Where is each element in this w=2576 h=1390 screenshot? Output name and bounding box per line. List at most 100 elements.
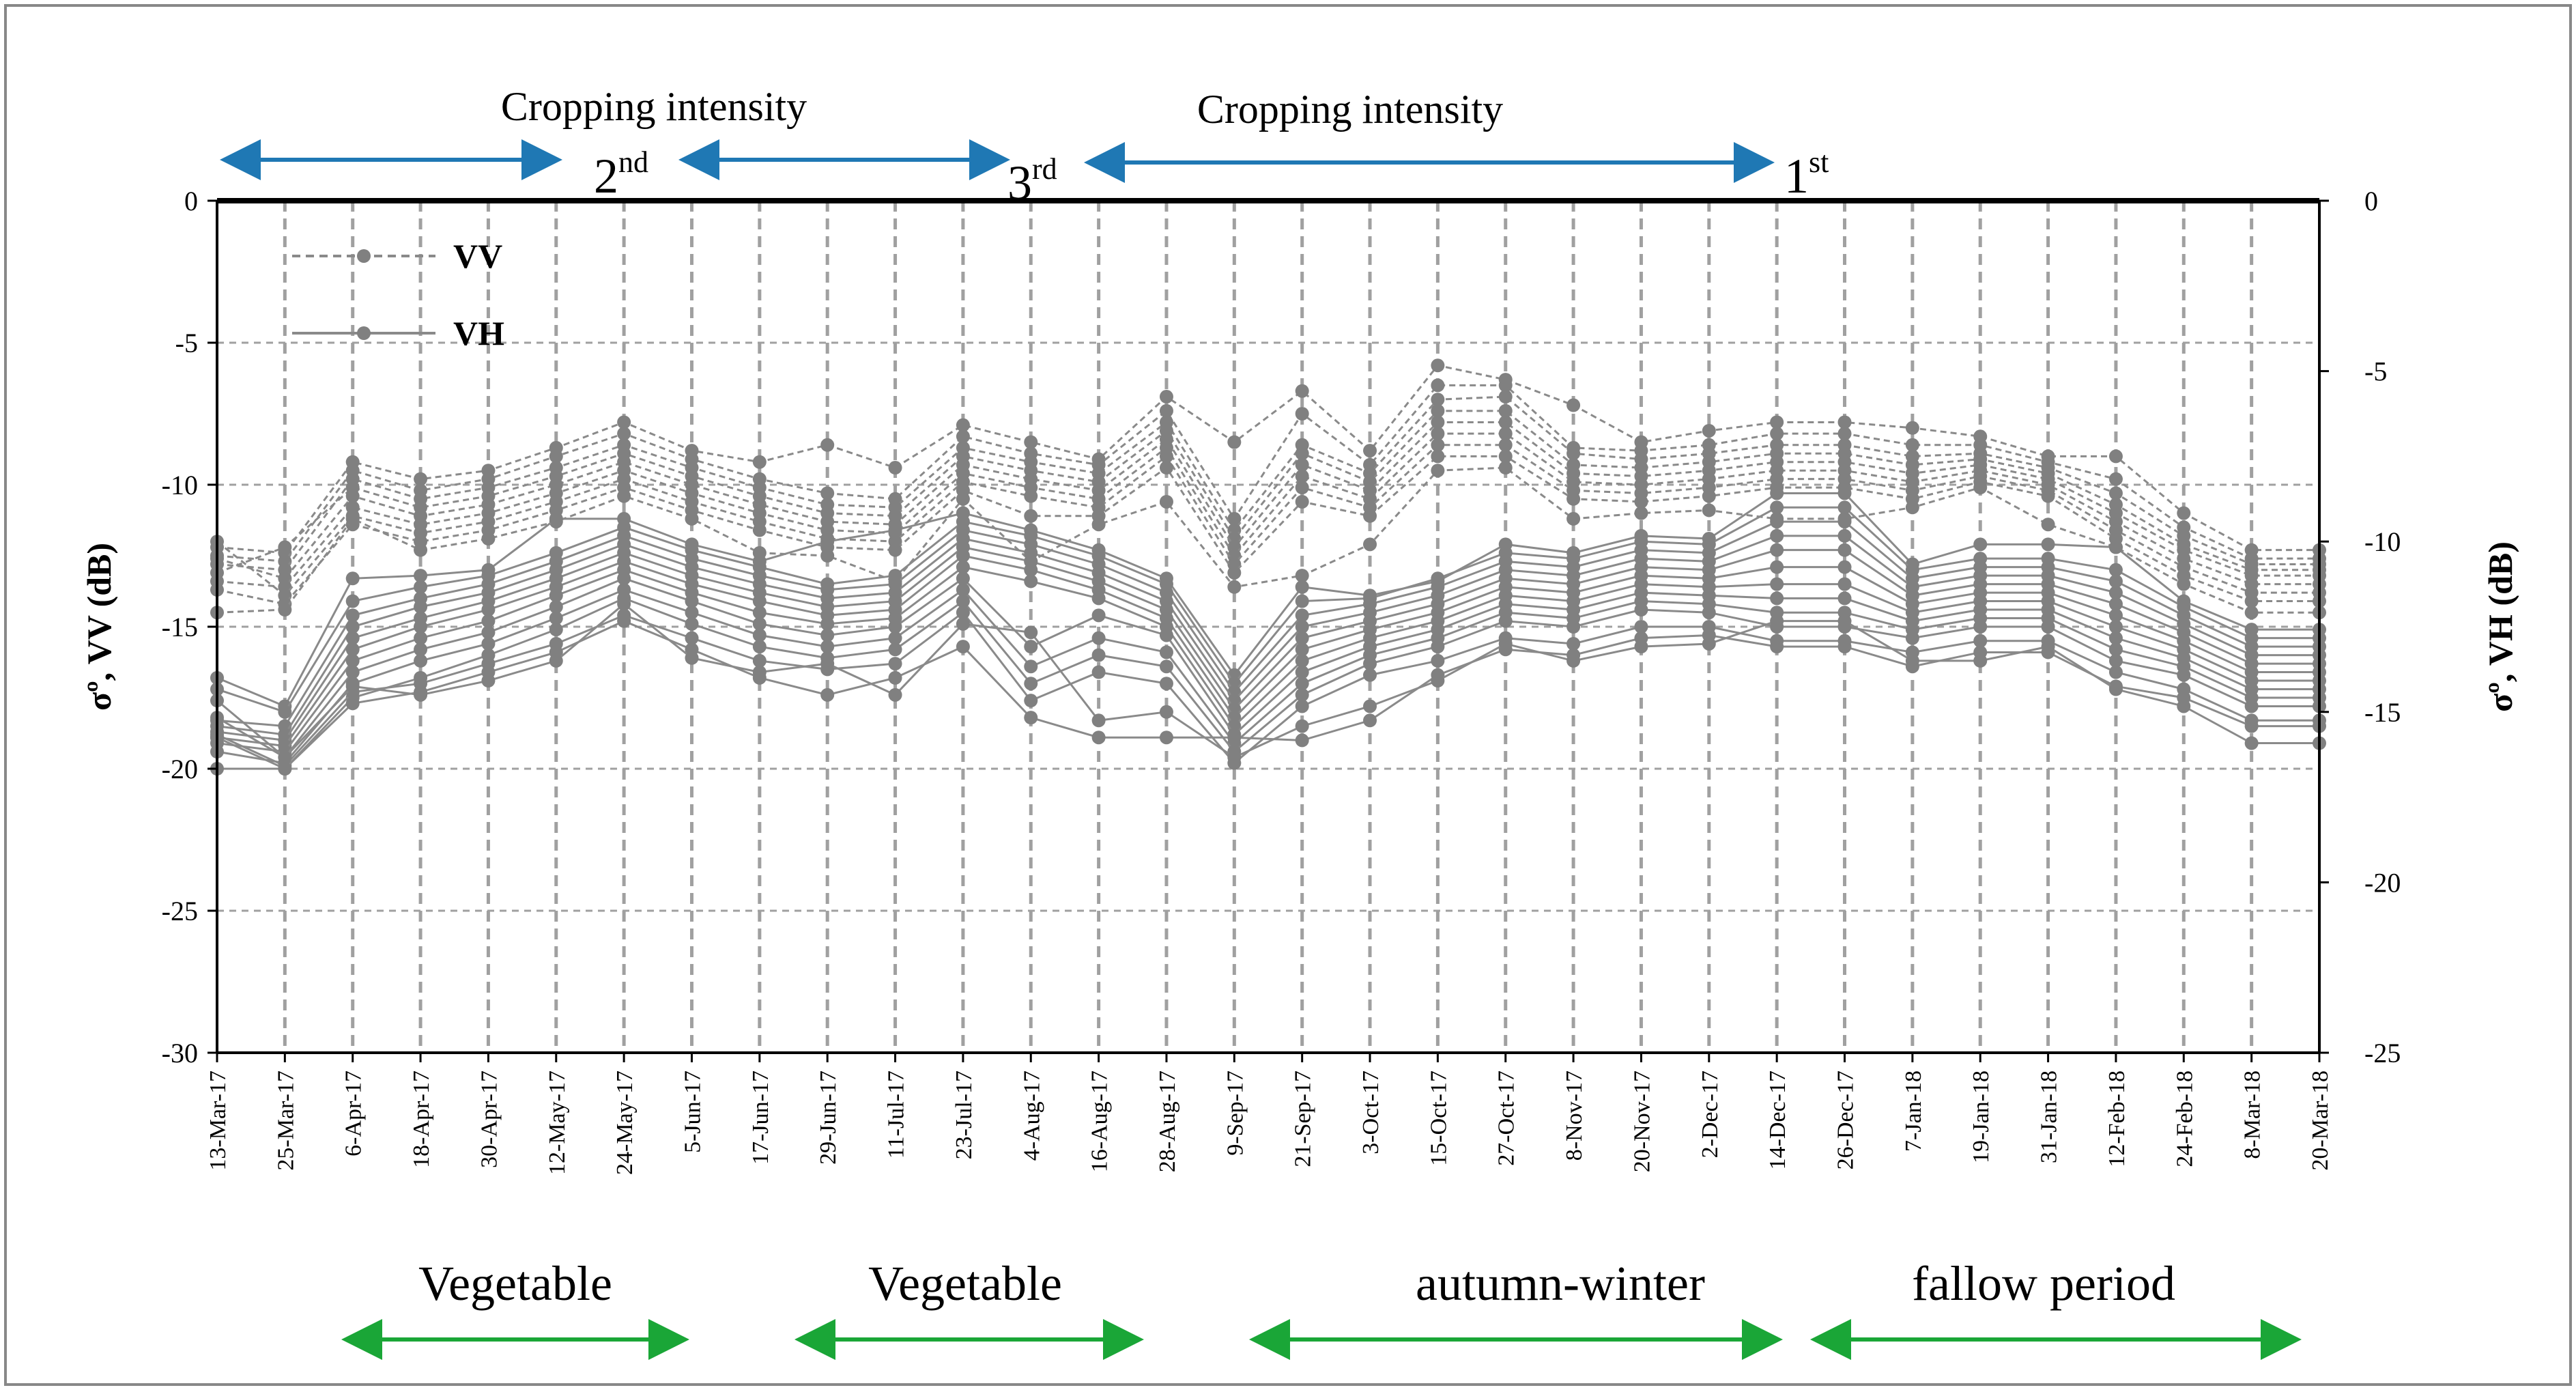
data-point xyxy=(1837,415,1852,429)
data-point xyxy=(1498,403,1513,418)
series-line xyxy=(216,364,2319,554)
data-point xyxy=(1363,699,1377,713)
data-point xyxy=(1295,407,1309,421)
x-tick-label: 6-Apr-17 xyxy=(341,1070,367,1157)
ordinal-2nd-number: 2 xyxy=(594,149,618,203)
data-point xyxy=(888,631,902,645)
data-point xyxy=(1295,384,1309,398)
y-tick-label: 0 xyxy=(184,186,198,216)
data-point xyxy=(2041,489,2055,503)
data-point xyxy=(1905,421,1919,435)
data-point xyxy=(752,616,767,631)
data-point xyxy=(888,657,902,671)
x-tick-label: 21-Sep-17 xyxy=(1291,1070,1316,1167)
data-point xyxy=(1091,648,1106,662)
data-point xyxy=(888,620,902,634)
ordinal-1st-suffix: st xyxy=(1809,145,1829,179)
data-point xyxy=(1770,486,1784,500)
series-line xyxy=(216,444,2319,597)
season-label-autumn-winter: autumn-winter xyxy=(1416,1256,1705,1311)
data-point xyxy=(414,580,428,594)
data-point xyxy=(278,705,292,719)
x-tick-label: 31-Jan-18 xyxy=(2037,1070,2062,1163)
data-point xyxy=(1227,511,1242,526)
data-point xyxy=(1227,750,1242,765)
data-point xyxy=(1837,577,1852,591)
data-point xyxy=(956,594,970,608)
data-point xyxy=(1159,628,1173,642)
data-point xyxy=(1837,543,1852,557)
season-label-vegetable-2: Vegetable xyxy=(868,1256,1062,1311)
data-point xyxy=(1566,653,1581,668)
y2-tick-label: -10 xyxy=(2364,526,2401,557)
data-point xyxy=(1363,537,1377,552)
series-line xyxy=(216,520,2319,728)
x-tick-label: 26-Dec-17 xyxy=(1833,1070,1859,1169)
y-tick-label: -20 xyxy=(162,754,198,784)
data-point xyxy=(1159,705,1173,719)
data-point xyxy=(1498,449,1513,464)
data-point xyxy=(888,461,902,475)
y2-axis-label: σº, VH (dB) xyxy=(2481,541,2519,712)
series-line xyxy=(216,410,2319,574)
y2-tick-label: -20 xyxy=(2364,867,2401,898)
data-point xyxy=(414,599,428,614)
x-tick-label: 7-Jan-18 xyxy=(1901,1070,1926,1152)
data-point xyxy=(1770,614,1784,628)
x-tick-label: 23-Jul-17 xyxy=(951,1070,977,1159)
data-point xyxy=(1227,580,1242,594)
data-point xyxy=(481,603,496,617)
data-point xyxy=(1770,500,1784,515)
data-point xyxy=(1973,537,1988,552)
left-y-ticks: 0 -5 -10 -15 -20 -25 -30 xyxy=(162,186,217,1068)
data-point xyxy=(2041,620,2055,634)
data-point xyxy=(888,670,902,685)
x-tick-label: 15-Oct-17 xyxy=(1426,1070,1451,1166)
data-point xyxy=(752,640,767,654)
data-point xyxy=(1091,591,1106,606)
ordinal-3rd: 3rd xyxy=(1007,152,1057,210)
data-point xyxy=(820,616,835,631)
data-point xyxy=(1837,640,1852,654)
data-point xyxy=(1431,653,1445,668)
data-point xyxy=(549,623,563,637)
data-point xyxy=(888,523,902,537)
x-tick-label: 19-Jan-18 xyxy=(1969,1070,1994,1163)
y2-tick-label: 0 xyxy=(2364,186,2378,216)
data-point xyxy=(1431,393,1445,407)
data-point xyxy=(1837,427,1852,441)
data-point xyxy=(685,616,699,631)
data-point xyxy=(1498,636,1513,651)
data-point xyxy=(2244,699,2259,713)
data-point xyxy=(1973,481,1988,495)
data-point xyxy=(2244,736,2259,750)
data-point xyxy=(685,594,699,608)
x-tick-label: 24-May-17 xyxy=(612,1070,638,1175)
x-tick-label: 8-Nov-17 xyxy=(1562,1070,1587,1161)
data-point xyxy=(1566,511,1581,526)
series-line xyxy=(217,597,2319,770)
ordinal-3rd-number: 3 xyxy=(1007,156,1032,210)
data-point xyxy=(1431,415,1445,429)
data-point xyxy=(1431,358,1445,373)
data-point xyxy=(1498,461,1513,475)
data-point xyxy=(820,535,835,549)
data-point xyxy=(1973,620,1988,634)
data-point xyxy=(820,657,835,671)
data-point xyxy=(752,653,767,668)
x-tick-label: 2-Dec-17 xyxy=(1698,1070,1723,1158)
data-point xyxy=(685,651,699,665)
data-point xyxy=(414,569,428,583)
series-line xyxy=(216,588,2319,765)
data-point xyxy=(1566,492,1581,506)
data-point xyxy=(820,640,835,654)
data-point xyxy=(278,603,292,617)
data-point xyxy=(1295,653,1309,668)
data-point xyxy=(345,696,360,711)
data-point xyxy=(1770,640,1784,654)
x-tick-label: 4-Aug-17 xyxy=(1019,1070,1044,1161)
data-point xyxy=(1837,500,1852,515)
cropping-intensity-label-2: Cropping intensity xyxy=(1197,87,1503,132)
data-point xyxy=(1295,481,1309,495)
y2-tick-label: -5 xyxy=(2364,356,2387,387)
